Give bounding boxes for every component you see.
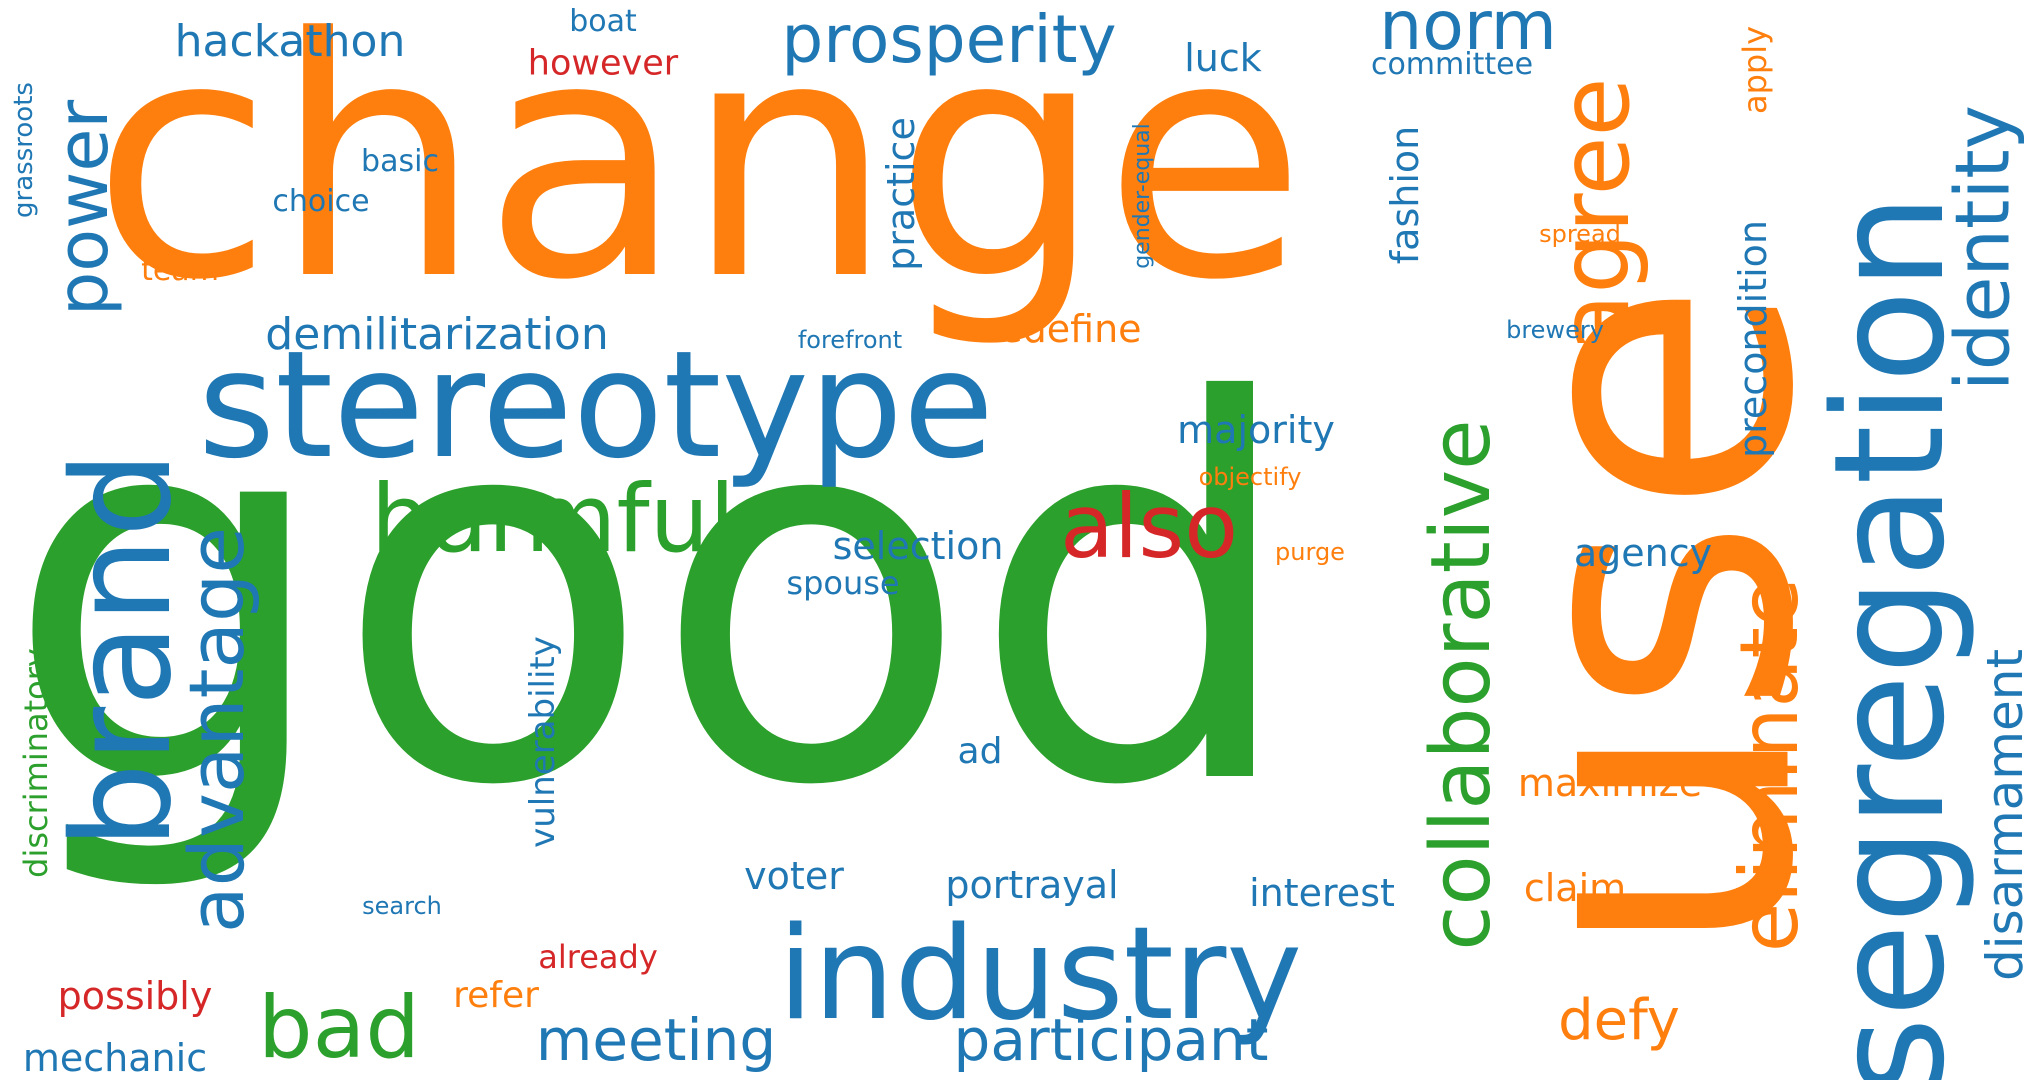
word-interest: interest <box>1249 871 1395 915</box>
word-participant: participant <box>953 1006 1269 1074</box>
word-grassroots: grassroots <box>9 82 39 218</box>
word-brand: brand <box>44 450 202 850</box>
word-industry: industry <box>777 900 1303 1049</box>
word-power: power <box>42 99 124 317</box>
word-gender-equal: gender-equal <box>1130 123 1155 269</box>
word-search: search <box>362 892 442 920</box>
word-however: however <box>527 43 679 84</box>
word-brewery: brewery <box>1506 316 1604 344</box>
word-objectify: objectify <box>1198 463 1302 491</box>
word-committee: committee <box>1370 47 1534 82</box>
word-discriminatory: discriminatory <box>17 648 55 878</box>
word-also: also <box>1059 475 1239 578</box>
word-already: already <box>538 938 658 976</box>
word-forefront: forefront <box>797 326 903 354</box>
word-maximize: maximize <box>1517 761 1703 805</box>
word-defy: defy <box>1558 988 1680 1053</box>
word-mechanic: mechanic <box>22 1036 208 1080</box>
word-eliminate: eliminate <box>1723 577 1816 953</box>
word-disarmament: disarmament <box>1976 648 2034 982</box>
word-vulnerability: vulnerability <box>523 636 563 848</box>
word-norm: norm <box>1379 0 1557 66</box>
word-meeting: meeting <box>535 1006 777 1074</box>
word-practice: practice <box>879 117 923 271</box>
word-change: change <box>91 0 1307 352</box>
word-purge: purge <box>1275 538 1345 566</box>
word-bad: bad <box>258 978 420 1078</box>
word-good: good <box>3 293 1301 899</box>
word-ad: ad <box>957 731 1003 772</box>
word-harmful: harmful <box>370 465 736 574</box>
word-claim: claim <box>1523 866 1627 910</box>
word-agency: agency <box>1573 531 1713 575</box>
word-spouse: spouse <box>786 564 900 602</box>
word-redefine: redefine <box>984 307 1142 351</box>
word-basic: basic <box>361 144 439 179</box>
word-stereotype: stereotype <box>197 319 995 491</box>
word-precondition: precondition <box>1731 220 1775 458</box>
word-advantage: advantage <box>172 527 261 933</box>
word-voter: voter <box>744 854 844 898</box>
word-team: team <box>141 253 219 288</box>
word-apply: apply <box>1736 25 1774 115</box>
word-collaborative: collaborative <box>1414 419 1509 951</box>
word-luck: luck <box>1184 36 1262 80</box>
word-possibly: possibly <box>57 974 213 1018</box>
word-spread: spread <box>1539 220 1621 248</box>
word-boat: boat <box>569 4 637 39</box>
word-demilitarization: demilitarization <box>265 309 609 360</box>
word-refer: refer <box>453 975 539 1016</box>
word-choice: choice <box>272 184 370 219</box>
word-fashion: fashion <box>1383 125 1427 265</box>
word-selection: selection <box>832 524 1004 568</box>
word-portrayal: portrayal <box>945 863 1119 907</box>
word-identity: identity <box>1938 104 2027 392</box>
word-prosperity: prosperity <box>781 1 1117 78</box>
word-agree: agree <box>1539 77 1651 353</box>
word-majority: majority <box>1177 408 1335 452</box>
word-hackathon: hackathon <box>174 16 406 67</box>
